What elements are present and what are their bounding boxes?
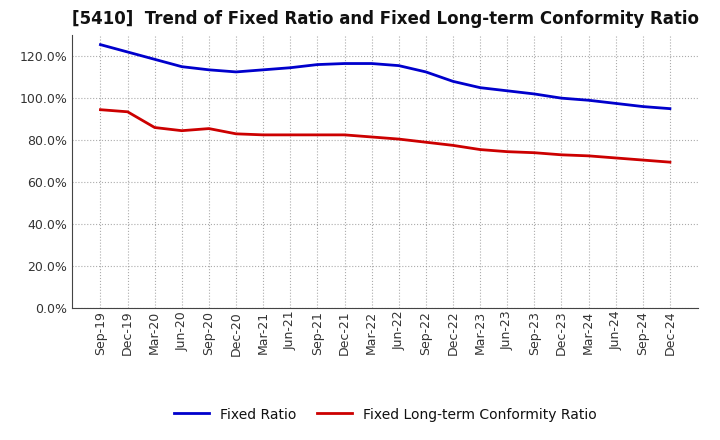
Fixed Ratio — [204, 67, 213, 73]
Fixed Long-term Conformity Ratio — [96, 107, 105, 112]
Fixed Long-term Conformity Ratio — [503, 149, 511, 154]
Fixed Ratio — [639, 104, 647, 109]
Fixed Long-term Conformity Ratio — [178, 128, 186, 133]
Fixed Long-term Conformity Ratio — [286, 132, 294, 138]
Fixed Long-term Conformity Ratio — [557, 152, 566, 158]
Fixed Ratio — [611, 101, 620, 106]
Fixed Long-term Conformity Ratio — [123, 109, 132, 114]
Fixed Long-term Conformity Ratio — [367, 134, 376, 139]
Fixed Long-term Conformity Ratio — [313, 132, 322, 138]
Fixed Ratio — [395, 63, 403, 68]
Fixed Ratio — [259, 67, 268, 73]
Fixed Ratio — [96, 42, 105, 47]
Fixed Long-term Conformity Ratio — [259, 132, 268, 138]
Fixed Long-term Conformity Ratio — [395, 136, 403, 142]
Fixed Long-term Conformity Ratio — [449, 143, 457, 148]
Fixed Long-term Conformity Ratio — [341, 132, 349, 138]
Fixed Ratio — [584, 98, 593, 103]
Fixed Long-term Conformity Ratio — [584, 153, 593, 158]
Fixed Ratio — [530, 92, 539, 97]
Fixed Ratio — [178, 64, 186, 70]
Fixed Ratio — [503, 88, 511, 93]
Legend: Fixed Ratio, Fixed Long-term Conformity Ratio: Fixed Ratio, Fixed Long-term Conformity … — [168, 402, 602, 427]
Fixed Ratio — [313, 62, 322, 67]
Fixed Ratio — [367, 61, 376, 66]
Fixed Long-term Conformity Ratio — [665, 160, 674, 165]
Fixed Long-term Conformity Ratio — [150, 125, 159, 130]
Fixed Ratio — [232, 69, 240, 74]
Fixed Ratio — [341, 61, 349, 66]
Fixed Ratio — [476, 85, 485, 90]
Fixed Ratio — [150, 57, 159, 62]
Fixed Ratio — [421, 69, 430, 74]
Fixed Long-term Conformity Ratio — [639, 158, 647, 163]
Fixed Long-term Conformity Ratio — [204, 126, 213, 131]
Fixed Long-term Conformity Ratio — [421, 139, 430, 145]
Fixed Ratio — [557, 95, 566, 101]
Fixed Ratio — [123, 49, 132, 55]
Fixed Long-term Conformity Ratio — [232, 131, 240, 136]
Fixed Ratio — [286, 65, 294, 70]
Line: Fixed Ratio: Fixed Ratio — [101, 44, 670, 109]
Fixed Ratio — [665, 106, 674, 111]
Fixed Ratio — [449, 79, 457, 84]
Line: Fixed Long-term Conformity Ratio: Fixed Long-term Conformity Ratio — [101, 110, 670, 162]
Fixed Long-term Conformity Ratio — [611, 155, 620, 161]
Title: [5410]  Trend of Fixed Ratio and Fixed Long-term Conformity Ratio: [5410] Trend of Fixed Ratio and Fixed Lo… — [72, 10, 698, 28]
Fixed Long-term Conformity Ratio — [530, 150, 539, 155]
Fixed Long-term Conformity Ratio — [476, 147, 485, 152]
